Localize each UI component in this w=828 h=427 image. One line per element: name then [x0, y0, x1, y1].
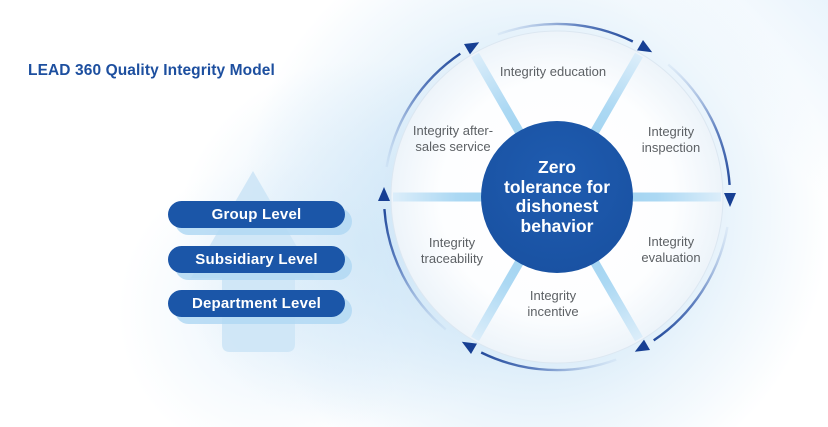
segment-divider — [583, 246, 643, 342]
level-pill-subsidiary-label: Subsidiary Level — [195, 251, 318, 268]
level-pill-department: Department Level — [168, 290, 345, 317]
cycle-arrow-arc — [480, 351, 617, 372]
cycle-arrow-arc — [497, 22, 634, 43]
level-pill-subsidiary: Subsidiary Level — [168, 246, 345, 273]
segment-divider — [583, 52, 643, 148]
level-pill-group-label: Group Level — [211, 206, 302, 223]
segment-label-evaluation: Integrity evaluation — [641, 234, 701, 265]
segment-divider — [471, 246, 531, 342]
cycle-arrow-head-icon — [464, 42, 480, 55]
cycle-arrow-head-icon — [634, 339, 650, 352]
center-circle: Zero tolerance for dishonest behavior — [481, 121, 633, 273]
level-pill-department-label: Department Level — [191, 295, 322, 312]
segment-label-traceability: Integrity traceability — [420, 235, 484, 266]
cycle-arrow-arc — [667, 63, 731, 185]
cycle-arrow-head-icon — [637, 40, 653, 53]
cycle-arrow-head-icon — [724, 193, 736, 207]
level-pill-group: Group Level — [168, 201, 345, 228]
cycle-arrow-arc — [653, 226, 729, 342]
segment-label-incentive: Integrity incentive — [527, 288, 579, 319]
center-text-line: tolerance for — [504, 176, 610, 197]
cycle-arrow-arc — [385, 52, 461, 168]
cycle-arrow-head-icon — [378, 187, 390, 201]
cycle-arrow-arc — [383, 209, 447, 331]
center-text-line: Zero — [538, 157, 576, 177]
center-text-line: dishonest — [515, 196, 599, 216]
page-title: LEAD 360 Quality Integrity Model — [28, 62, 275, 79]
segment-dividers — [393, 52, 721, 342]
segment-label-education: Integrity education — [499, 64, 607, 80]
cycle-arrows — [378, 22, 736, 372]
segment-label-after-sales-service: Integrity after-sales service — [412, 123, 494, 154]
cycle-arrow-head-icon — [461, 341, 477, 354]
center-text-line: behavior — [520, 215, 594, 236]
segment-label-inspection: Integrity inspection — [641, 124, 701, 155]
